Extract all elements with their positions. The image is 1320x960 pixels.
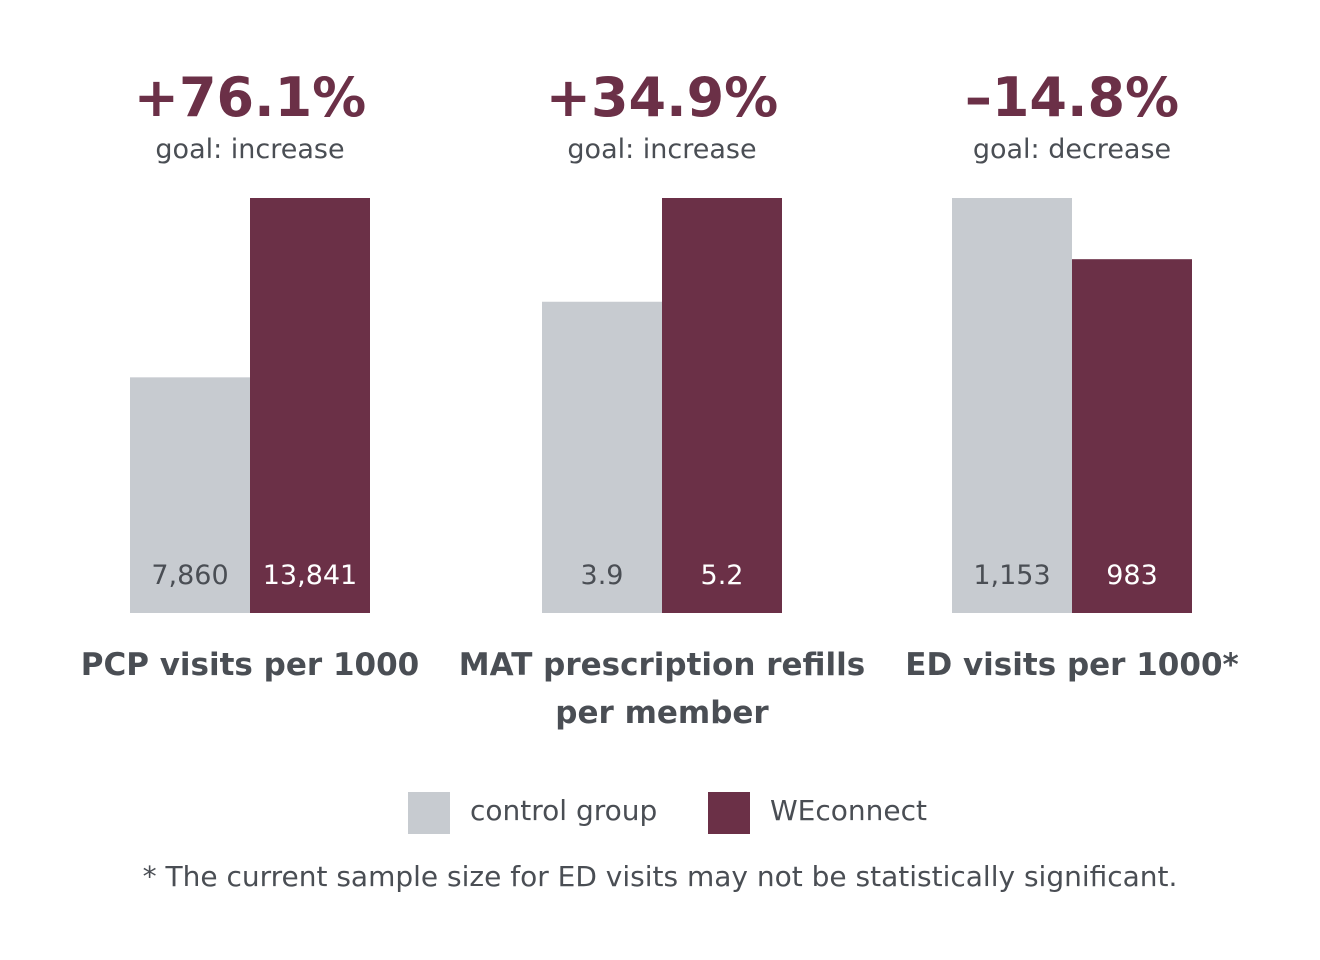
bar-label-weconnect-2: 5.2	[701, 560, 744, 591]
bar-weconnect-1	[250, 198, 370, 613]
category-label-3-line-1: ED visits per 1000*	[905, 647, 1238, 683]
category-label-1-line-1: PCP visits per 1000	[81, 647, 420, 683]
bar-label-weconnect-3: 983	[1106, 560, 1158, 591]
change-value-1: +76.1%	[134, 66, 367, 129]
goal-label-3: goal: decrease	[973, 134, 1171, 165]
change-value-3: –14.8%	[965, 66, 1179, 129]
bar-control-1	[130, 377, 250, 613]
bar-label-control-3: 1,153	[973, 560, 1050, 591]
legend-item-weconnect: WEconnect	[708, 792, 948, 834]
bar-control-2	[542, 301, 662, 613]
legend: control group WEconnect	[0, 792, 1320, 834]
bar-label-control-1: 7,860	[151, 560, 228, 591]
legend-swatch-weconnect	[708, 792, 750, 834]
bar-weconnect-2	[662, 198, 782, 613]
bar-weconnect-3	[1072, 259, 1192, 613]
bar-control-3	[952, 198, 1072, 613]
footnote: * The current sample size for ED visits …	[142, 860, 1178, 893]
legend-item-control: control group	[408, 792, 668, 834]
legend-label-weconnect: WEconnect	[770, 794, 927, 827]
bar-label-weconnect-1: 13,841	[263, 560, 357, 591]
change-value-2: +34.9%	[546, 66, 779, 129]
legend-swatch-control	[408, 792, 450, 834]
goal-label-2: goal: increase	[567, 134, 756, 165]
bar-label-control-2: 3.9	[581, 560, 624, 591]
goal-label-1: goal: increase	[155, 134, 344, 165]
legend-label-control: control group	[470, 794, 658, 827]
category-label-2-line-1: MAT prescription refills	[459, 647, 865, 683]
category-label-2-line-2: per member	[555, 695, 769, 731]
